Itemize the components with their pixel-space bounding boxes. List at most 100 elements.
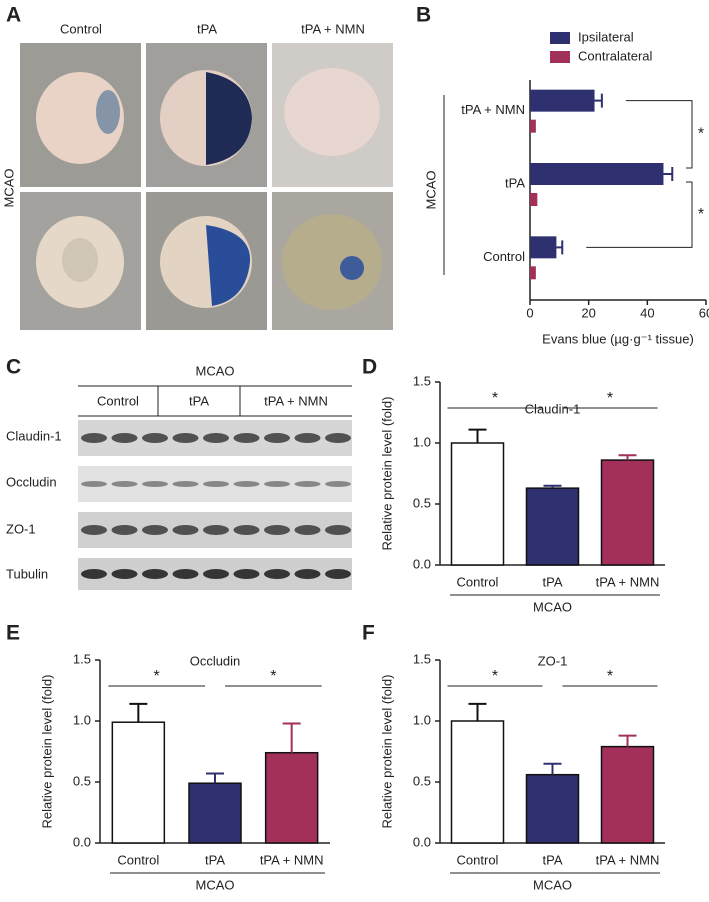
blot-band bbox=[325, 525, 351, 535]
blot-band bbox=[172, 569, 199, 579]
bar bbox=[450, 720, 505, 844]
blot-band bbox=[142, 433, 168, 443]
x-axis-label: Evans blue (µg·g⁻¹ tissue) bbox=[542, 331, 694, 346]
column-label: Control bbox=[60, 21, 102, 36]
blot-band bbox=[81, 569, 107, 579]
blot-band bbox=[111, 481, 138, 487]
bar bbox=[530, 119, 536, 133]
error-bar bbox=[468, 428, 487, 443]
blot-band bbox=[142, 525, 168, 535]
y-tick-label: 1.5 bbox=[73, 651, 91, 666]
blot-band bbox=[325, 433, 351, 443]
legend-swatch bbox=[550, 32, 570, 44]
y-tick-label: tPA + NMN bbox=[461, 102, 525, 117]
y-axis-label: Relative protein level (fold) bbox=[379, 397, 394, 551]
blot-band bbox=[203, 433, 229, 443]
significance-label: * bbox=[492, 390, 498, 407]
row-label: Occludin bbox=[6, 474, 57, 489]
x-tick-label: Control bbox=[457, 852, 499, 867]
y-tick-label: 0.0 bbox=[73, 834, 91, 849]
blot-band bbox=[325, 569, 351, 579]
group-label: MCAO bbox=[423, 171, 438, 210]
blot-band bbox=[233, 569, 260, 579]
blot-band bbox=[325, 481, 351, 487]
y-tick-label: 0.0 bbox=[413, 834, 431, 849]
blot-band bbox=[111, 569, 138, 579]
x-tick-label: tPA bbox=[543, 574, 563, 589]
bar bbox=[600, 459, 655, 566]
group-label: tPA bbox=[189, 393, 209, 408]
column-label: tPA + NMN bbox=[301, 21, 365, 36]
column-label: tPA bbox=[197, 21, 217, 36]
bar bbox=[530, 163, 664, 185]
blot-band bbox=[294, 433, 321, 443]
blot-band bbox=[264, 569, 290, 579]
blot-band bbox=[233, 433, 260, 443]
blot-band bbox=[203, 481, 229, 487]
significance-label: * bbox=[154, 668, 160, 685]
legend-swatch bbox=[550, 51, 570, 63]
row-label: Claudin-1 bbox=[6, 428, 62, 443]
blot-band bbox=[203, 569, 229, 579]
blot-band bbox=[264, 433, 290, 443]
error-bar bbox=[206, 772, 224, 784]
group-label: MCAO bbox=[196, 363, 235, 378]
bar bbox=[600, 745, 655, 844]
blot-band bbox=[81, 525, 107, 535]
group-label: MCAO bbox=[196, 877, 235, 892]
panel-label: E bbox=[6, 622, 20, 645]
significance-label: * bbox=[698, 126, 704, 143]
x-tick-label: tPA bbox=[205, 852, 225, 867]
y-tick-label: 1.0 bbox=[413, 434, 431, 449]
significance-label: * bbox=[607, 390, 613, 407]
significance-label: * bbox=[270, 668, 276, 685]
row-label: ZO-1 bbox=[6, 521, 36, 536]
significance-label: * bbox=[698, 206, 704, 223]
photo-grid bbox=[20, 43, 393, 330]
error-bar bbox=[618, 454, 637, 461]
y-tick-label: 0.5 bbox=[413, 773, 431, 788]
row-label: Tubulin bbox=[6, 566, 48, 581]
significance-bracket bbox=[586, 181, 693, 248]
bar bbox=[530, 193, 538, 206]
blot-band bbox=[233, 481, 260, 487]
y-tick-label: 1.5 bbox=[413, 373, 431, 388]
significance-bracket bbox=[625, 100, 693, 169]
blot-band bbox=[233, 525, 260, 535]
charts: 0 20 40 60 Evans blue (µg·g⁻¹ tissue) Control… bbox=[39, 29, 709, 892]
blot-band bbox=[294, 481, 321, 487]
bar bbox=[450, 442, 505, 566]
legend-label: Contralateral bbox=[578, 48, 653, 63]
blot-band bbox=[264, 525, 290, 535]
x-tick-label: 40 bbox=[640, 305, 654, 320]
blot-band bbox=[294, 569, 321, 579]
bar bbox=[530, 236, 557, 259]
x-tick-label: 0 bbox=[526, 305, 533, 320]
x-tick-label: 20 bbox=[581, 305, 595, 320]
bar bbox=[525, 487, 580, 566]
y-tick-label: 0.5 bbox=[413, 495, 431, 510]
blot-band bbox=[142, 481, 168, 487]
y-tick-label: Control bbox=[483, 249, 525, 264]
row-label: MCAO bbox=[1, 169, 16, 208]
y-axis-label: Relative protein level (fold) bbox=[39, 675, 54, 829]
chart-title: ZO-1 bbox=[538, 653, 568, 668]
blot-band bbox=[294, 525, 321, 535]
x-tick-label: Control bbox=[457, 574, 499, 589]
significance-label: * bbox=[492, 668, 498, 685]
panel-label: D bbox=[362, 356, 377, 379]
blot-band bbox=[264, 481, 290, 487]
group-label: MCAO bbox=[533, 877, 572, 892]
y-tick-label: 0.0 bbox=[413, 556, 431, 571]
panel-label: F bbox=[362, 622, 375, 645]
x-tick-label: Control bbox=[117, 852, 159, 867]
panel-label: B bbox=[416, 4, 431, 27]
bar bbox=[111, 721, 166, 844]
blot-band bbox=[81, 433, 107, 443]
y-tick-label: 1.0 bbox=[413, 712, 431, 727]
bar bbox=[530, 266, 536, 280]
error-bar bbox=[594, 93, 603, 108]
error-bar bbox=[663, 167, 674, 181]
legend-label: Ipsilateral bbox=[578, 29, 634, 44]
y-tick-label: 1.5 bbox=[413, 651, 431, 666]
